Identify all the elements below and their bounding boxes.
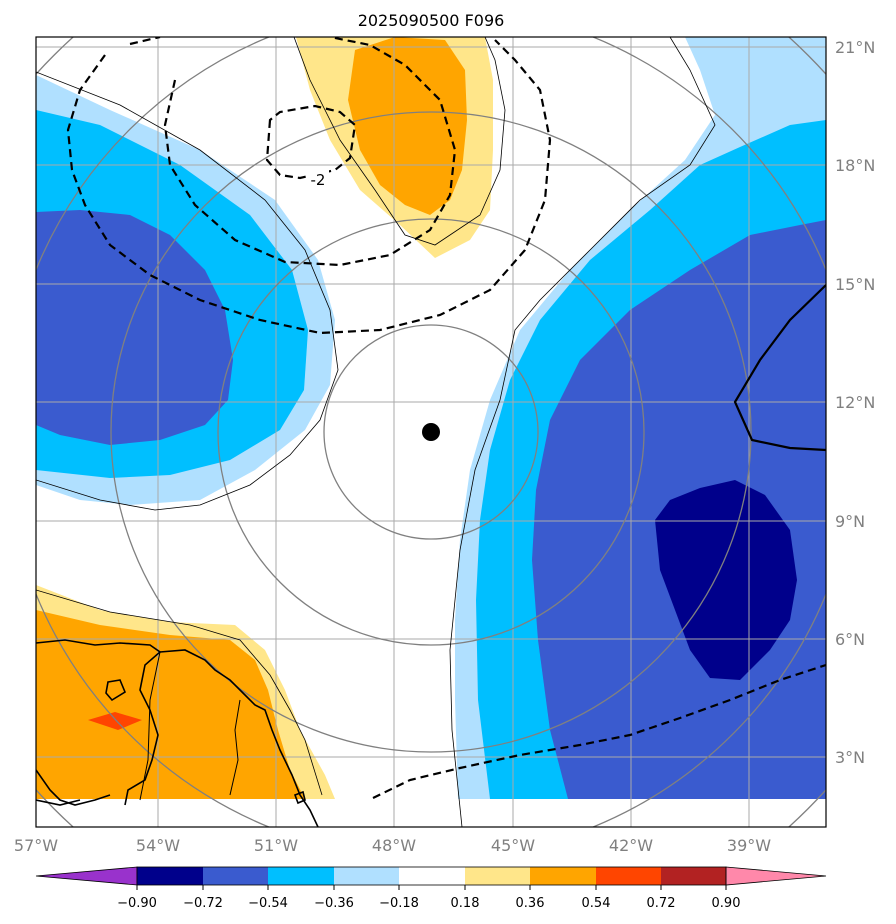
longitude-labels: 57°W 54°W 51°W 48°W 45°W 42°W 39°W bbox=[14, 836, 771, 855]
lon-tick-label: 57°W bbox=[14, 836, 58, 855]
lon-tick-label: 42°W bbox=[609, 836, 653, 855]
map-frame bbox=[35, 36, 827, 828]
lon-tick-label: 39°W bbox=[727, 836, 771, 855]
thin-contours bbox=[36, 37, 716, 827]
lon-tick-label: 54°W bbox=[136, 836, 180, 855]
colorbar-segment bbox=[399, 867, 465, 885]
map-title: 2025090500 F096 bbox=[358, 11, 505, 30]
colorbar-tick-label: −0.72 bbox=[183, 896, 223, 911]
colorbar-tick-label: −0.90 bbox=[117, 896, 157, 911]
colorbar-segment bbox=[596, 867, 661, 885]
rivers-borders bbox=[139, 651, 241, 801]
colorbar-tick-label: 0.72 bbox=[647, 896, 676, 911]
colorbar-segment bbox=[203, 867, 268, 885]
colorbar-segment bbox=[530, 867, 596, 885]
top-anomaly-orange bbox=[348, 37, 467, 215]
colorbar-extend-low bbox=[35, 866, 138, 886]
solid-contour bbox=[733, 284, 826, 452]
colorbar-segment bbox=[334, 867, 399, 885]
lat-tick-label: 3°N bbox=[835, 748, 865, 767]
colorbar-segment bbox=[137, 867, 203, 885]
colorbar-tick-label: −0.54 bbox=[248, 896, 288, 911]
colorbar-tick-label: 0.36 bbox=[516, 896, 545, 911]
lat-tick-label: 21°N bbox=[835, 38, 875, 57]
colorbar-tick-label: −0.18 bbox=[379, 896, 419, 911]
lon-tick-label: 51°W bbox=[254, 836, 298, 855]
dashed-contours bbox=[66, 37, 826, 799]
colorbar-segment bbox=[268, 867, 334, 885]
lat-tick-label: 9°N bbox=[835, 512, 865, 531]
colorbar-tick-label: 0.18 bbox=[451, 896, 480, 911]
colorbar-extend-high bbox=[725, 866, 827, 886]
left-anomaly-dark bbox=[36, 210, 233, 445]
colorbar-segment bbox=[661, 867, 726, 885]
colorbar-tick-label: −0.36 bbox=[314, 896, 354, 911]
bottom-left-anomaly-red bbox=[88, 712, 142, 730]
lon-tick-label: 45°W bbox=[491, 836, 535, 855]
latitude-labels: 21°N 18°N 15°N 12°N 9°N 6°N 3°N bbox=[835, 38, 875, 767]
colorbar: −0.90 −0.72 −0.54 −0.36 −0.18 0.18 0.36 … bbox=[35, 866, 827, 911]
colorbar-tick-label: 0.54 bbox=[582, 896, 611, 911]
colorbar-tick-label: 0.90 bbox=[712, 896, 741, 911]
storm-center-marker bbox=[422, 423, 440, 441]
lat-tick-label: 15°N bbox=[835, 275, 875, 294]
contour-label: -2 bbox=[311, 171, 326, 189]
lat-tick-label: 12°N bbox=[835, 393, 875, 412]
lon-tick-label: 48°W bbox=[372, 836, 416, 855]
right-anomaly-darkest bbox=[655, 480, 797, 680]
coastline bbox=[36, 639, 319, 827]
lat-tick-label: 6°N bbox=[835, 630, 865, 649]
bottom-left-anomaly-orange bbox=[36, 610, 305, 799]
colorbar-segment bbox=[465, 867, 530, 885]
lat-tick-label: 18°N bbox=[835, 156, 875, 175]
